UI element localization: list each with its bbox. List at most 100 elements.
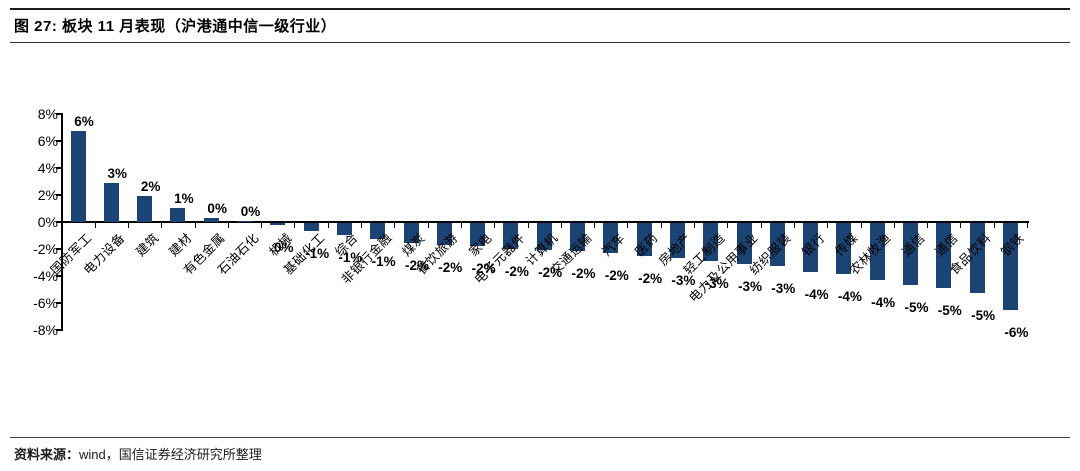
bar [470, 223, 486, 247]
data-source-note: 资料来源：wind，国信证券经济研究所整理 [14, 444, 262, 463]
x-axis-tick-mark [161, 223, 163, 228]
x-axis-tick-mark [294, 223, 296, 228]
bar-value-label: -6% [1004, 324, 1029, 340]
x-axis-tick-mark [194, 223, 196, 228]
bar-value-label: -2% [638, 270, 663, 286]
bar-value-label: -1% [338, 250, 363, 266]
bar-value-label: -3% [737, 278, 763, 294]
footer-divider-line [10, 437, 1070, 438]
y-axis-tick-mark [56, 275, 61, 278]
x-axis-tick-mark [793, 223, 795, 228]
y-axis-tick-mark [56, 139, 61, 142]
y-axis-tick-mark [56, 302, 61, 305]
x-axis-tick-mark [927, 223, 929, 228]
bar-value-label: -2% [538, 265, 563, 281]
category-label: 银行 [799, 230, 828, 260]
bar-value-label: 0% [240, 203, 261, 219]
y-axis-tick-label: 4% [37, 159, 58, 176]
x-axis-tick-mark [594, 223, 596, 228]
bar [769, 223, 785, 267]
bar-value-label: -3% [771, 281, 796, 297]
x-axis-tick-mark [527, 223, 529, 228]
y-axis-tick-label: 0% [37, 214, 58, 230]
x-axis-tick-mark [394, 223, 396, 228]
bar-value-label: -2% [438, 259, 463, 275]
x-axis-tick-mark [960, 223, 962, 228]
bar-value-label: -4% [804, 286, 829, 302]
x-axis-tick-mark [993, 223, 995, 228]
y-axis-tick-label: 8% [37, 105, 58, 122]
y-axis-tick-mark [56, 166, 61, 169]
bar-value-label: -2% [504, 263, 529, 279]
y-axis-tick-mark [56, 329, 61, 332]
y-axis-tick-mark [56, 248, 61, 251]
bar [536, 223, 552, 251]
bar-value-label: -1% [305, 246, 330, 262]
bar-value-label: 0% [207, 200, 227, 216]
bar-value-label: -2% [604, 267, 629, 283]
bar [669, 223, 685, 259]
bar [436, 223, 452, 245]
bar-value-label: -4% [837, 289, 862, 305]
bar-value-label: -5% [904, 300, 929, 316]
x-axis-tick-mark [893, 223, 895, 228]
bar-value-label: 3% [107, 165, 128, 181]
y-axis-tick-label: -6% [33, 295, 58, 312]
y-axis-tick-mark [56, 193, 61, 196]
bar-value-label: -1% [371, 254, 396, 270]
bar [237, 220, 252, 222]
bar [570, 223, 585, 252]
x-axis-tick-mark [361, 223, 363, 228]
bar [636, 223, 652, 256]
x-axis-tick-mark [760, 223, 762, 228]
bar [803, 223, 819, 272]
y-axis-tick-label: -8% [33, 322, 58, 339]
bar [170, 208, 186, 222]
bar [603, 223, 619, 253]
x-axis-tick-mark [827, 223, 829, 228]
x-axis-tick-mark [627, 223, 629, 228]
bar [836, 223, 852, 275]
bar-value-label: -2% [404, 258, 430, 274]
bar [203, 217, 219, 222]
bar-value-label: 0% [274, 240, 294, 256]
x-axis-tick-mark [660, 223, 662, 228]
x-axis-tick-mark [860, 223, 862, 228]
x-axis-tick-mark [261, 223, 263, 228]
x-axis-tick-mark [94, 223, 96, 228]
bar-value-label: -5% [971, 308, 996, 324]
x-axis-tick-mark [327, 223, 329, 228]
y-axis-tick-label: -2% [33, 241, 58, 258]
bar [103, 182, 119, 222]
bar-value-label: -3% [704, 275, 729, 291]
bar [370, 223, 386, 240]
bar [703, 223, 719, 261]
x-axis-tick-mark [727, 223, 729, 228]
y-axis-tick-label: -4% [33, 268, 58, 285]
x-axis-tick-mark [227, 223, 229, 228]
y-axis-tick-mark [56, 112, 61, 115]
data-source-text: wind，国信证券经济研究所整理 [79, 447, 262, 462]
bar [936, 223, 952, 289]
bar [1002, 223, 1018, 310]
bar-value-label: 1% [174, 191, 194, 207]
bar [736, 223, 752, 264]
bar [969, 223, 985, 294]
x-axis-tick-mark [127, 223, 129, 228]
bar-value-label: 2% [140, 179, 161, 195]
x-axis-tick-mark [427, 223, 429, 228]
category-label: 通信 [898, 230, 928, 260]
bar [869, 223, 885, 280]
bar-value-label: -4% [871, 294, 896, 310]
bar [270, 223, 286, 226]
x-axis-line [61, 221, 1030, 223]
data-source-label: 资料来源： [14, 447, 80, 462]
bar [70, 131, 86, 222]
x-axis-tick-mark [694, 223, 696, 228]
y-axis-tick-label: 2% [37, 186, 58, 203]
bar-value-label: -5% [937, 303, 962, 319]
top-border-line [10, 8, 1070, 10]
bar [303, 223, 319, 232]
category-label: 钢铁 [998, 230, 1028, 260]
